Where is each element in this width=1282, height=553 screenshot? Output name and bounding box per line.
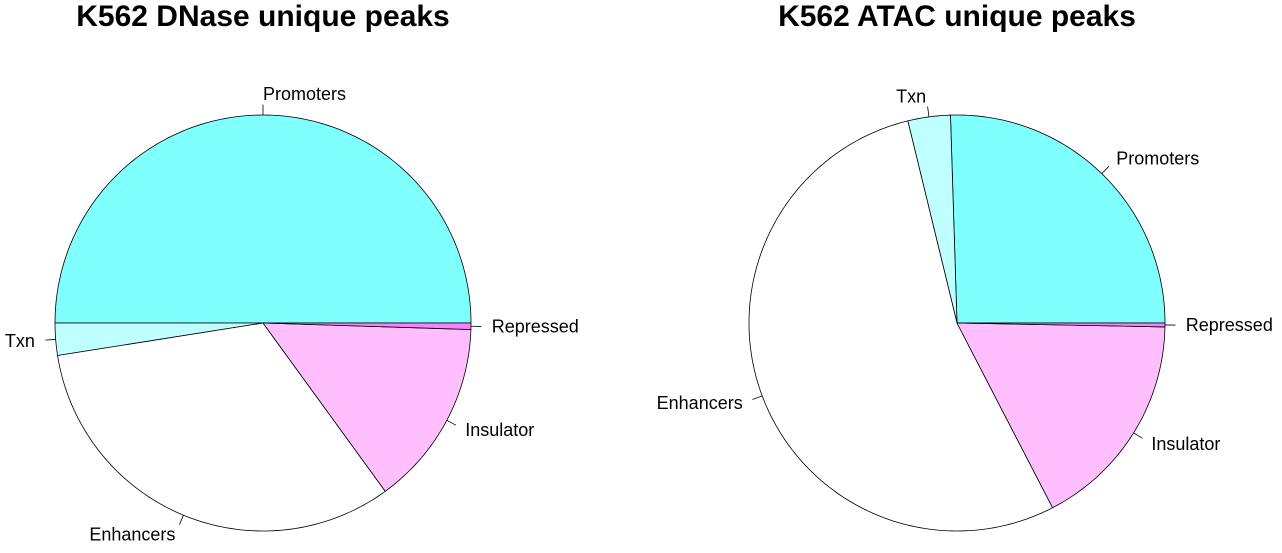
pie-chart-atac: K562 ATAC unique peaks Promoters Txn Enhan… bbox=[657, 0, 1273, 532]
slice-label-promoters: Promoters bbox=[263, 84, 346, 104]
slice-label-repressed: Repressed bbox=[492, 317, 579, 337]
chart-title: K562 ATAC unique peaks bbox=[778, 0, 1136, 33]
slice-label-enhancers: Enhancers bbox=[89, 524, 175, 544]
pie-slices bbox=[54, 114, 472, 532]
pie-labels: Promoters Txn Enhancers Insulator Repressed bbox=[5, 84, 579, 544]
pie-slice-enhancers bbox=[57, 322, 386, 532]
slice-label-insulator: Insulator bbox=[465, 420, 534, 440]
pie-labels: Promoters Txn Enhancers Insulator Repressed bbox=[657, 86, 1273, 453]
slice-label-txn: Txn bbox=[896, 86, 926, 106]
pie-slice-promoters bbox=[950, 114, 1166, 324]
leader-line-enhancers bbox=[179, 515, 184, 525]
leader-line-promoters bbox=[1101, 165, 1110, 174]
leader-line-enhancers bbox=[752, 395, 763, 400]
chart-title: K562 DNase unique peaks bbox=[76, 0, 450, 33]
slice-label-repressed: Repressed bbox=[1186, 315, 1273, 335]
slice-label-enhancers: Enhancers bbox=[657, 393, 743, 413]
slice-label-promoters: Promoters bbox=[1116, 149, 1199, 169]
pie-chart-dnase: K562 DNase unique peaks Promoters Txn Enha… bbox=[5, 0, 579, 544]
pie-slice-promoters bbox=[54, 114, 472, 324]
pie-slices bbox=[748, 114, 1166, 532]
slice-label-insulator: Insulator bbox=[1151, 434, 1220, 454]
leader-line-txn bbox=[927, 106, 930, 117]
slice-label-txn: Txn bbox=[5, 331, 35, 351]
leader-line-insulator bbox=[446, 419, 457, 426]
leader-line-txn bbox=[45, 338, 56, 341]
leader-line-insulator bbox=[1133, 432, 1143, 439]
